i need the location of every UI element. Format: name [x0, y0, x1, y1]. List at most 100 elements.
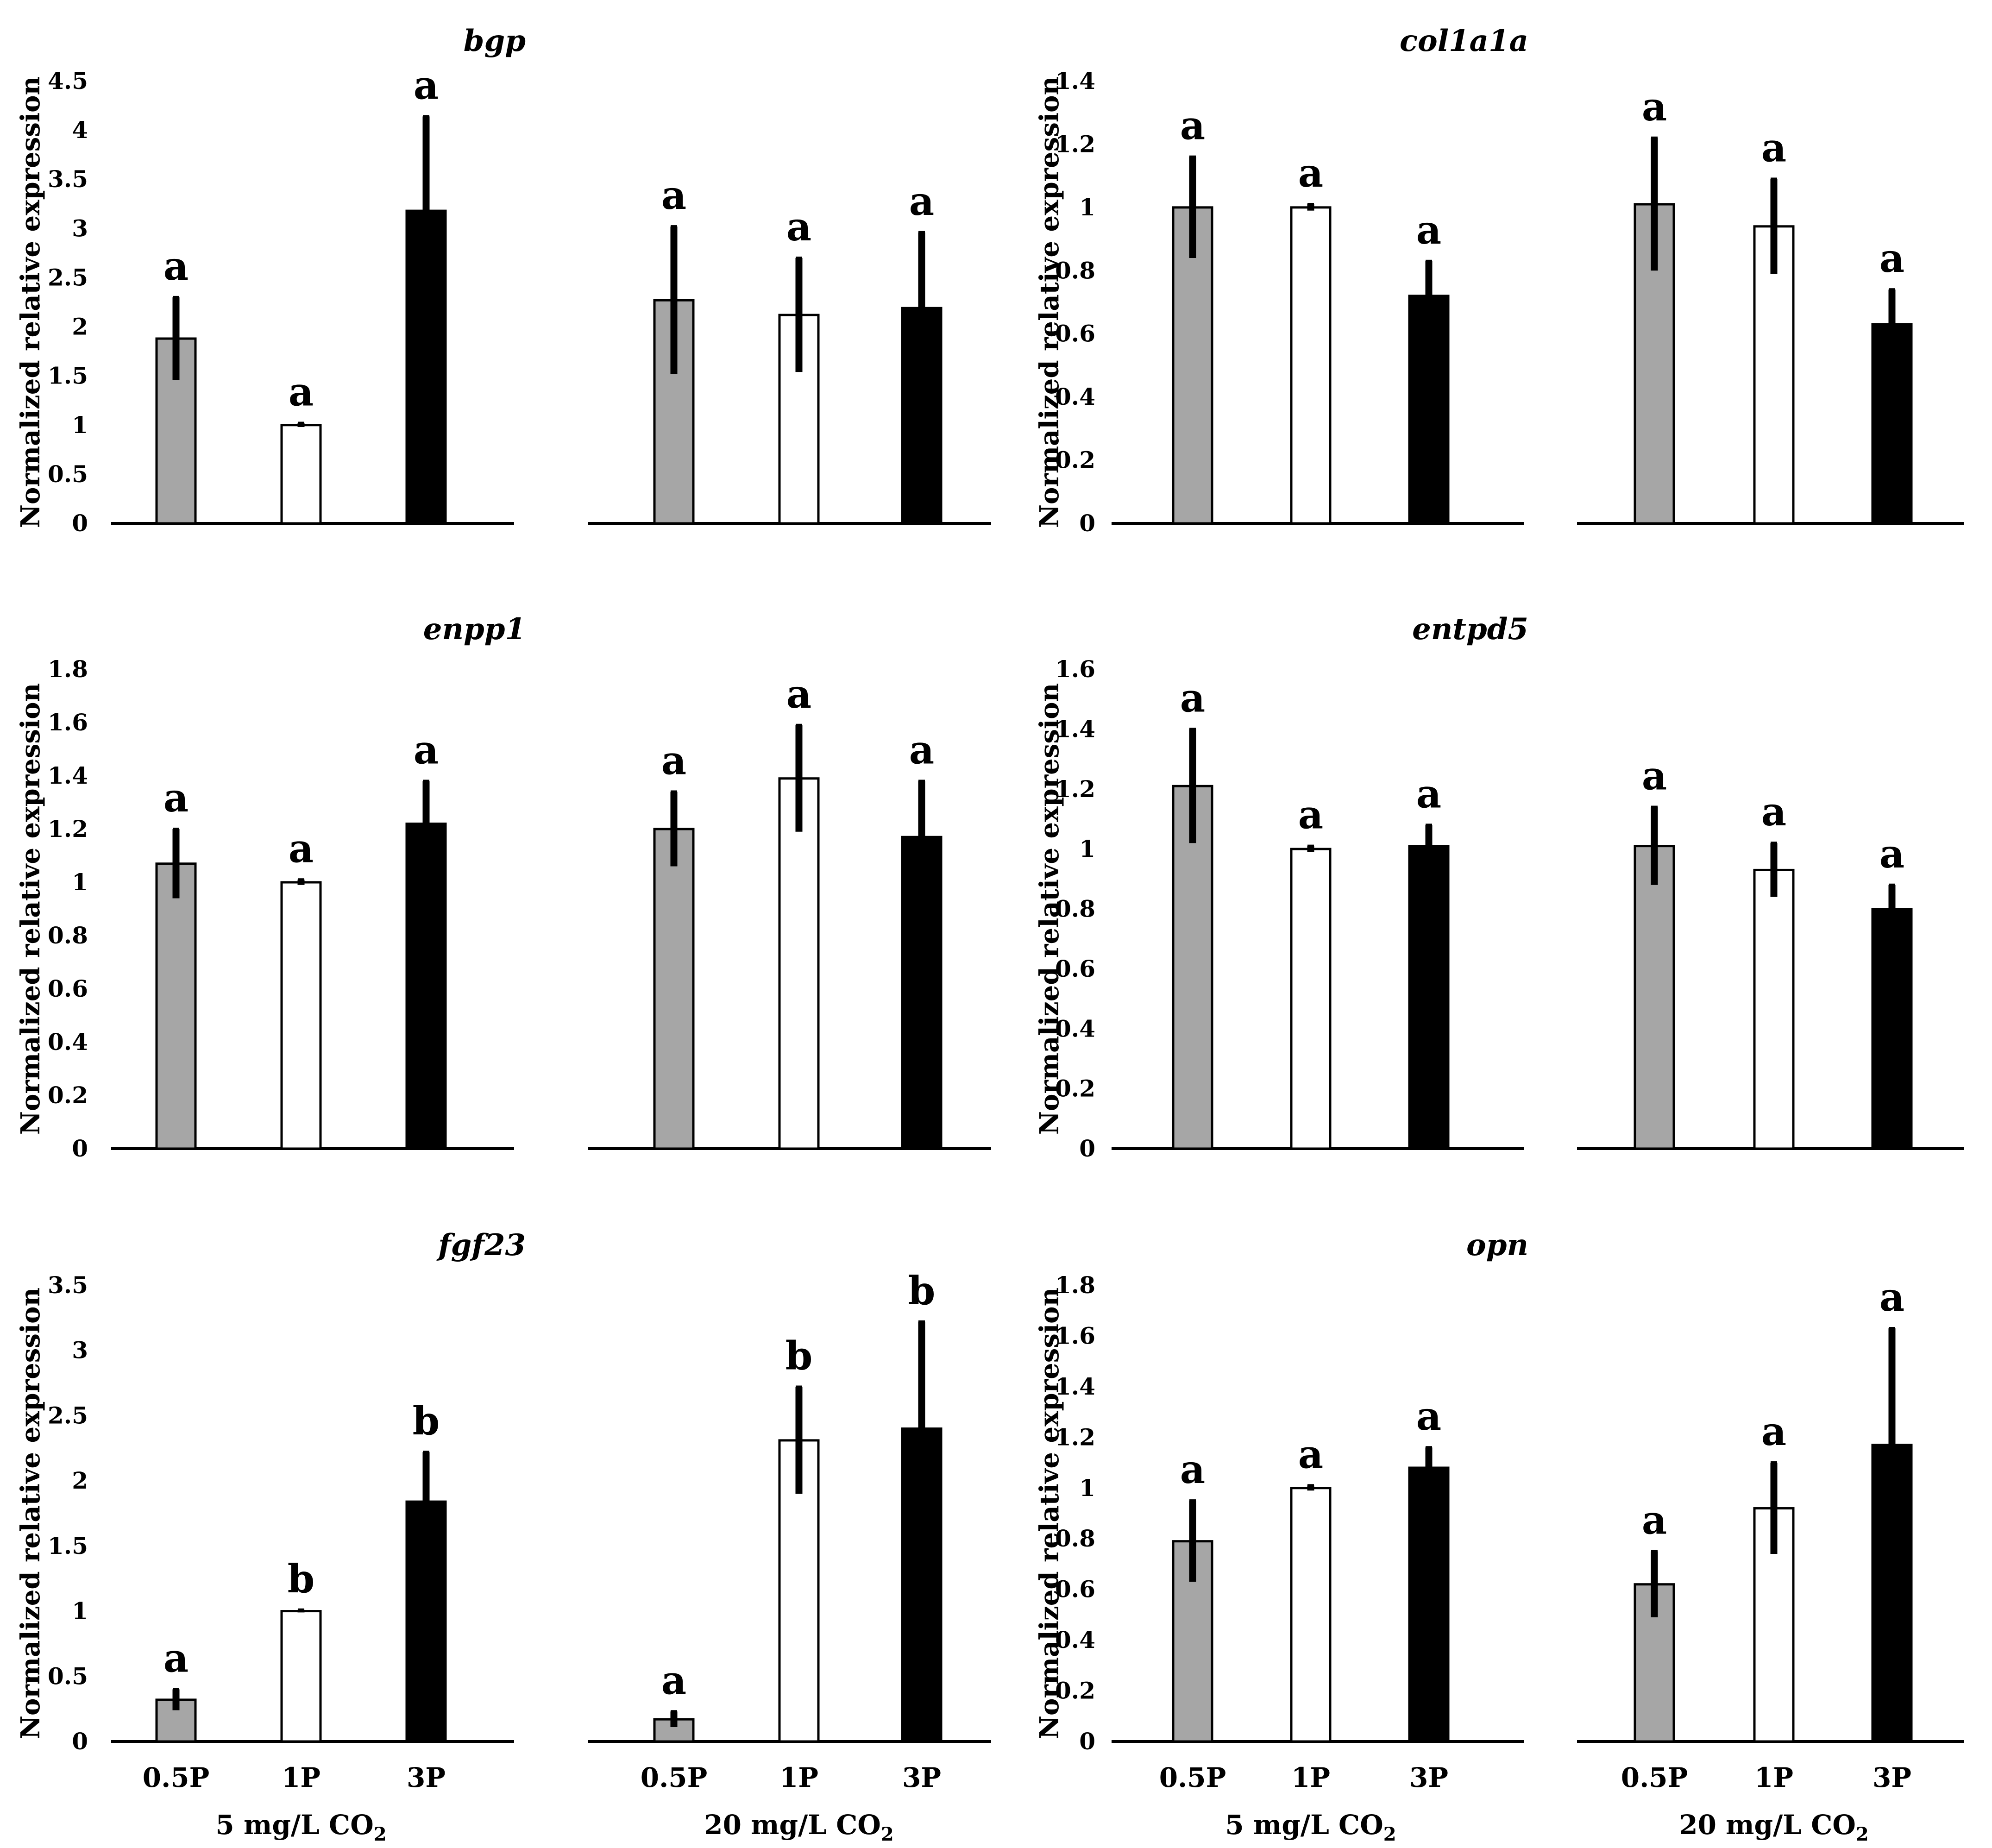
y-tick-label: 1.2: [1055, 1423, 1095, 1451]
x-tick-label: 1P: [1291, 1762, 1330, 1793]
y-tick-label: 1.5: [48, 1532, 88, 1559]
group-label-subscript: 2: [1383, 1823, 1396, 1845]
significance-letter: a: [1180, 1446, 1205, 1492]
y-tick-label: 1.8: [48, 655, 88, 683]
significance-letter: a: [1761, 789, 1786, 835]
significance-letter: a: [1416, 207, 1441, 253]
y-tick-label: 0: [1079, 509, 1095, 537]
y-tick-label: 1: [1079, 1474, 1095, 1502]
bar: [280, 424, 322, 525]
significance-letter: a: [1879, 235, 1904, 281]
significance-letter: a: [1879, 1274, 1904, 1320]
y-tick-label: 0.6: [48, 975, 88, 1002]
y-tick-label: 0.4: [1055, 383, 1095, 410]
bar: [1290, 848, 1332, 1150]
y-tick-label: 1.4: [1055, 67, 1095, 94]
significance-letter: a: [1180, 675, 1205, 721]
significance-letter: a: [1761, 125, 1786, 170]
y-tick-label: 1.2: [1055, 130, 1095, 157]
significance-letter: a: [1180, 103, 1205, 149]
y-tick-label: 0.6: [1055, 1576, 1095, 1603]
y-tick-label: 0.8: [1055, 895, 1095, 923]
significance-letter: a: [414, 727, 439, 773]
x-tick-label: 0.5P: [1159, 1762, 1226, 1793]
bar: [1408, 845, 1450, 1150]
bar: [1634, 845, 1675, 1150]
group-label-subscript: 2: [881, 1823, 894, 1845]
significance-letter: a: [414, 62, 439, 108]
significance-letter: a: [661, 1657, 686, 1703]
y-tick-label: 3.5: [48, 165, 88, 193]
significance-letter: a: [163, 1635, 189, 1681]
y-axis-label: Normalized relative expression: [1034, 76, 1065, 528]
significance-letter: a: [1416, 1393, 1441, 1439]
y-axis-label: Normalized relative expression: [1034, 1288, 1065, 1739]
y-tick-label: 0.2: [48, 1081, 88, 1109]
group-label-text: 5 mg/L CO: [1225, 1809, 1383, 1841]
chart-title: enpp1: [423, 612, 526, 647]
significance-letter: a: [289, 369, 314, 415]
significance-letter: a: [289, 825, 314, 871]
chart-title: col1a1a: [1400, 24, 1528, 58]
y-tick-label: 4: [72, 116, 88, 144]
y-tick-label: 1.2: [1055, 775, 1095, 803]
y-tick-label: 1: [1079, 835, 1095, 862]
x-tick-label: 3P: [1873, 1762, 1911, 1793]
y-tick-label: 2.5: [48, 264, 88, 291]
y-tick-label: 1: [72, 868, 88, 896]
bar: [1172, 785, 1213, 1150]
y-tick-label: 0.8: [1055, 257, 1095, 284]
group-label: 20 mg/L CO2: [1679, 1809, 1869, 1845]
group-label-subscript: 2: [374, 1823, 387, 1845]
y-tick-label: 0.4: [1055, 1626, 1095, 1653]
x-tick-label: 0.5P: [1621, 1762, 1688, 1793]
x-tick-label: 3P: [1409, 1762, 1448, 1793]
y-axis-label: Normalized relative expression: [15, 683, 46, 1135]
x-tick-label: 3P: [902, 1762, 941, 1793]
significance-letter: b: [413, 1398, 440, 1444]
x-tick-label: 1P: [1754, 1762, 1793, 1793]
y-tick-label: 1: [72, 411, 88, 439]
y-tick-label: 0.2: [1055, 1677, 1095, 1704]
y-tick-label: 3: [72, 1337, 88, 1364]
y-tick-label: 1.6: [48, 709, 88, 736]
y-tick-label: 2.5: [48, 1402, 88, 1429]
y-tick-label: 1.4: [48, 762, 88, 789]
y-tick-label: 0: [1079, 1135, 1095, 1162]
x-tick-label: 0.5P: [641, 1762, 708, 1793]
significance-letter: a: [661, 172, 686, 218]
group-label: 5 mg/L CO2: [215, 1809, 386, 1845]
y-tick-label: 4.5: [48, 67, 88, 94]
y-tick-label: 0.5: [48, 1662, 88, 1690]
x-tick-label: 1P: [282, 1762, 320, 1793]
y-tick-label: 0.2: [1055, 446, 1095, 474]
significance-letter: a: [1298, 1431, 1323, 1477]
group-label: 5 mg/L CO2: [1225, 1809, 1396, 1845]
significance-letter: a: [163, 243, 189, 289]
significance-letter: a: [1642, 753, 1667, 799]
y-tick-label: 1.4: [1055, 715, 1095, 742]
bar: [1290, 206, 1332, 525]
bar: [778, 777, 820, 1150]
y-axis-label: Normalized relative expression: [15, 1288, 46, 1739]
y-tick-label: 0.8: [1055, 1525, 1095, 1552]
bar: [280, 881, 322, 1150]
x-tick-label: 1P: [779, 1762, 818, 1793]
significance-letter: a: [1879, 831, 1904, 877]
y-tick-label: 1.6: [1055, 655, 1095, 683]
y-tick-label: 1.6: [1055, 1322, 1095, 1349]
y-tick-label: 3: [72, 214, 88, 242]
bar: [1753, 868, 1795, 1150]
bar: [405, 209, 447, 525]
y-tick-label: 0.4: [1055, 1015, 1095, 1042]
y-tick-label: 0: [72, 509, 88, 537]
significance-letter: a: [909, 178, 934, 224]
significance-letter: a: [1298, 150, 1323, 196]
y-tick-label: 0.2: [1055, 1075, 1095, 1102]
chart-title: fgf23: [436, 1228, 526, 1263]
y-tick-label: 0.8: [48, 922, 88, 949]
significance-letter: b: [785, 1333, 813, 1379]
bar: [1172, 206, 1213, 525]
significance-letter: b: [288, 1556, 315, 1602]
